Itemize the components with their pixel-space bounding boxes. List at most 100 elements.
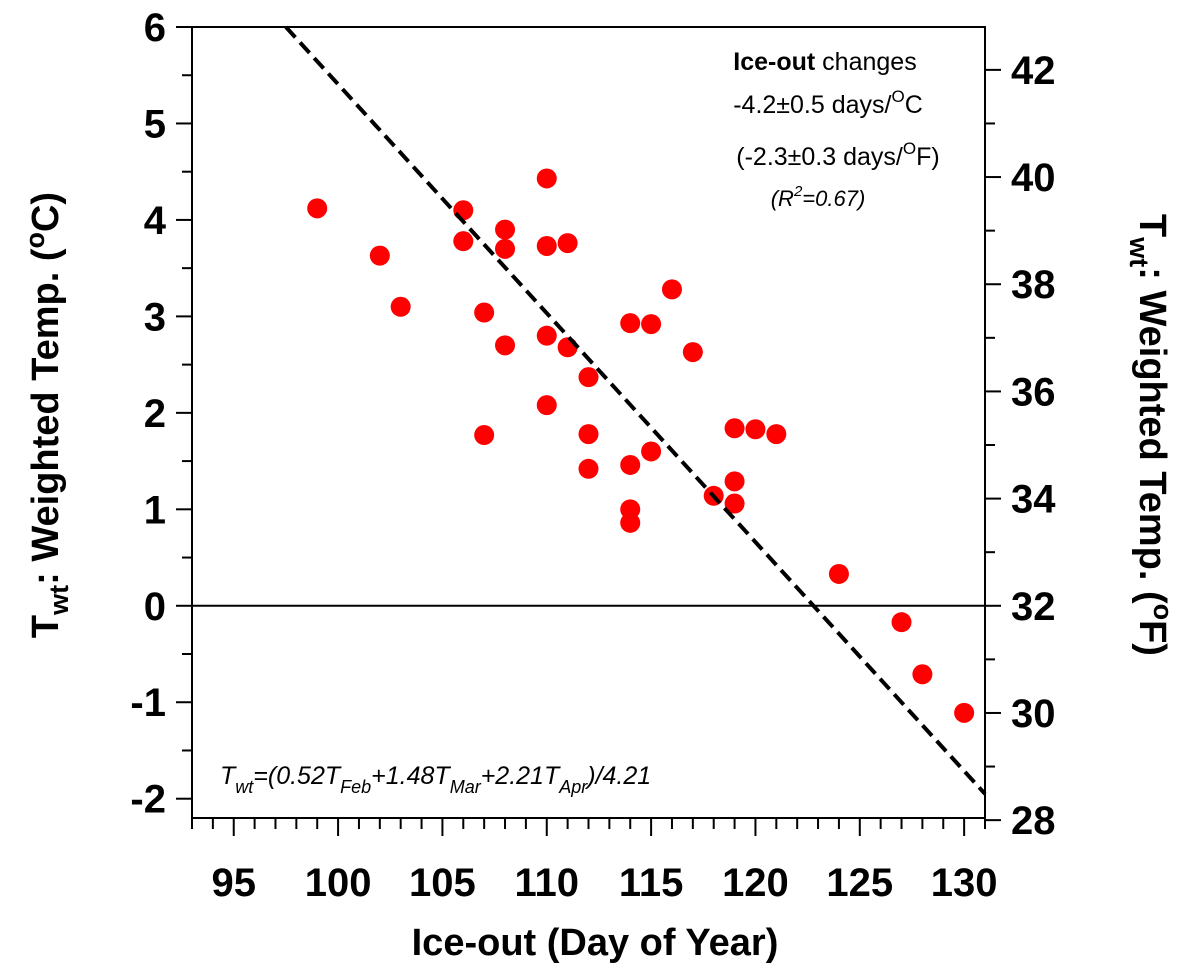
data-point	[766, 424, 787, 445]
y-right-title-sup: o	[1148, 604, 1178, 621]
data-point	[641, 441, 662, 462]
slope-f-unit: F)	[916, 143, 940, 171]
y-right-title-base: T	[1131, 214, 1173, 237]
slope-c-sup: O	[891, 87, 904, 106]
data-point	[557, 233, 578, 254]
data-point	[641, 314, 662, 335]
data-point	[954, 702, 975, 723]
axis-ticks	[176, 26, 1001, 836]
y-right-tick-label: 28	[1011, 799, 1056, 843]
data-point	[495, 238, 516, 259]
data-point	[536, 395, 557, 416]
y-left-title-base: T	[25, 615, 67, 638]
data-point	[724, 418, 745, 439]
formula-t3: +1.48T	[371, 762, 451, 790]
formula-t5: )/4.21	[584, 762, 651, 790]
formula-t1: T	[220, 762, 237, 790]
data-point	[724, 493, 745, 514]
data-point	[620, 454, 641, 475]
data-point	[578, 367, 599, 388]
data-point	[891, 612, 912, 633]
annotation-bold: Ice-out	[733, 48, 816, 76]
r2-pre: (R	[771, 186, 794, 211]
annotation-slope-f: (-2.3±0.3 days/OF)	[736, 139, 939, 171]
annotation-rest: changes	[815, 48, 916, 76]
y-axis-right-title: Twt: Weighted Temp. (oF)	[1124, 214, 1178, 656]
data-point	[474, 425, 495, 446]
data-point	[536, 325, 557, 346]
y-left-tick-label: 4	[144, 199, 167, 243]
y-left-tick-label: 5	[144, 102, 166, 146]
y-right-tick-label: 38	[1011, 263, 1056, 307]
data-point	[536, 235, 557, 256]
data-point	[745, 419, 766, 440]
data-point	[620, 512, 641, 533]
y-left-tick-label: -2	[130, 778, 166, 822]
data-point	[724, 471, 745, 492]
y-right-tick-label: 34	[1011, 478, 1056, 522]
data-point	[578, 458, 599, 479]
y-left-tick-label: 2	[144, 392, 166, 436]
data-point	[474, 302, 495, 323]
regression-line	[284, 25, 987, 796]
x-tick-label: 95	[211, 861, 256, 905]
data-point	[557, 337, 578, 358]
formula-t2: =(0.52T	[253, 762, 342, 790]
data-point	[620, 313, 641, 334]
weighted-temp-formula: Twt=(0.52TFeb+1.48TMar+2.21TApr)/4.21	[220, 762, 651, 797]
y-left-tick-label: -1	[130, 681, 166, 725]
y-left-tick-label: 0	[144, 585, 166, 629]
y-right-title-end: F)	[1131, 620, 1173, 656]
annotation-r2: (R2=0.67)	[771, 183, 866, 211]
tick-labels: 95 100 105 110 115 120 125 130-2-10123456283032…	[130, 6, 1056, 905]
x-tick-label: 120	[722, 861, 789, 905]
x-tick-label: 125	[826, 861, 893, 905]
formula-s4: Apr	[558, 777, 588, 797]
annotation-title: Ice-out changes	[733, 48, 916, 76]
data-point	[390, 296, 411, 317]
y-right-tick-label: 36	[1011, 370, 1056, 414]
formula-s1: wt	[235, 777, 254, 797]
y-left-title-sup: o	[20, 232, 50, 249]
data-point	[453, 200, 474, 221]
x-tick-label: 105	[409, 861, 476, 905]
y-right-tick-label: 40	[1011, 156, 1056, 200]
formula-s3: Mar	[450, 777, 482, 797]
y-left-tick-label: 6	[144, 6, 166, 50]
y-left-tick-label: 3	[144, 295, 166, 339]
y-left-title-sub: wt	[44, 585, 74, 616]
data-point	[536, 168, 557, 189]
slope-c-text: -4.2±0.5 days/	[733, 91, 891, 119]
y-left-tick-label: 1	[144, 488, 166, 532]
data-point	[369, 245, 390, 266]
slope-f-text: (-2.3±0.3 days/	[736, 143, 903, 171]
y-right-title-sub: wt	[1124, 236, 1154, 267]
slope-annotation: Ice-out changes -4.2±0.5 days/OC (-2.3±0…	[733, 48, 939, 211]
data-point	[828, 563, 849, 584]
slope-c-unit: C	[905, 91, 923, 119]
y-left-title-rest: : Weighted Temp. (	[25, 248, 67, 585]
y-right-tick-label: 32	[1011, 585, 1056, 629]
data-points	[307, 168, 975, 723]
data-point	[453, 231, 474, 252]
x-tick-label: 115	[619, 861, 684, 905]
r2-sup: 2	[793, 183, 803, 200]
x-axis-title: Ice-out (Day of Year)	[412, 922, 779, 964]
x-tick-label: 130	[931, 861, 998, 905]
y-right-title-rest: : Weighted Temp. (	[1131, 267, 1173, 604]
formula-t4: +2.21T	[481, 762, 561, 790]
r2-post: =0.67)	[802, 186, 865, 211]
data-point	[661, 279, 682, 300]
x-tick-label: 100	[305, 861, 372, 905]
y-right-tick-label: 42	[1011, 49, 1056, 93]
formula-s2: Feb	[340, 777, 371, 797]
y-left-title-end: C)	[25, 192, 67, 232]
x-tick-label: 110	[514, 861, 579, 905]
y-axis-left-title: Twt: Weighted Temp. (oC)	[20, 192, 74, 638]
slope-f-sup: O	[903, 139, 916, 158]
data-point	[578, 424, 599, 445]
data-point	[495, 219, 516, 240]
data-point	[495, 335, 516, 356]
data-point	[912, 664, 933, 685]
